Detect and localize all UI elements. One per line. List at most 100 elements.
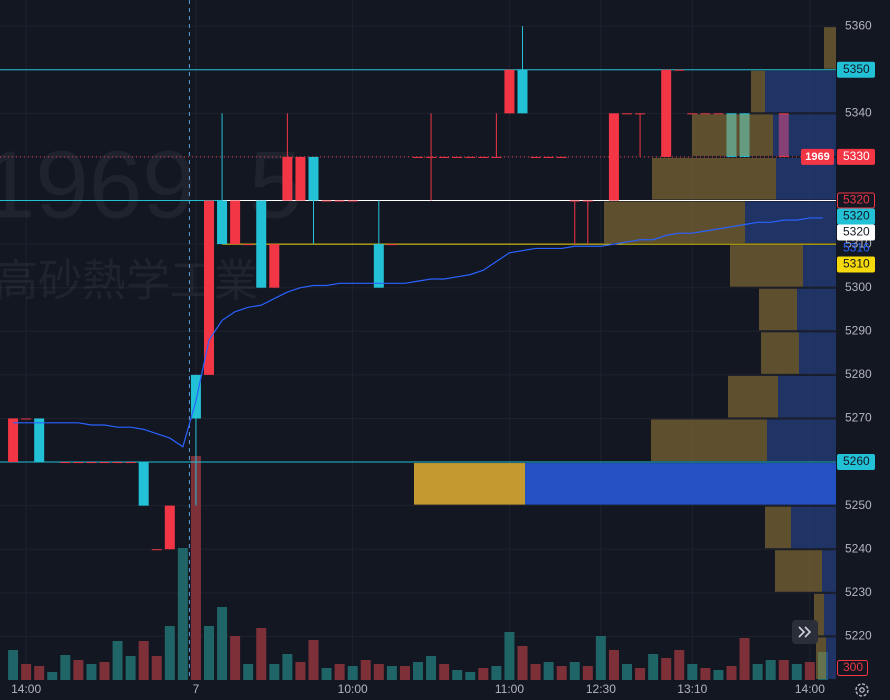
profile-down: [730, 245, 803, 287]
scroll-button[interactable]: [792, 620, 818, 644]
volume-bar: [282, 654, 293, 680]
candle-body: [713, 113, 724, 115]
candle-body: [21, 418, 32, 420]
price-lines-layer: [0, 69, 836, 463]
volume-bar: [243, 664, 254, 680]
volume-bar: [73, 660, 84, 680]
x-tick-label: 12:30: [586, 682, 616, 696]
volume-bar: [661, 658, 672, 680]
volume-bar: [765, 660, 776, 680]
profile-up: [765, 70, 836, 113]
volume-bar: [687, 664, 698, 680]
tags-layer: 5350 5330 1969 5320 5320 5320 5316 5310 5260 300: [801, 61, 875, 676]
candle-body: [373, 244, 384, 288]
price-tag-bg: [837, 192, 875, 209]
vwap-line: [13, 217, 823, 448]
volume-bar: [34, 666, 45, 680]
price-axis: [836, 0, 890, 700]
volume-bar: [86, 664, 97, 680]
y-tick-label: 5340: [845, 106, 872, 120]
profile-down: [751, 70, 765, 113]
candle-body: [452, 156, 463, 158]
profile-up: [525, 463, 836, 505]
volume-bar: [164, 626, 175, 680]
profile-down: [414, 463, 525, 505]
candle-body: [138, 462, 149, 506]
volume-bar: [60, 655, 71, 680]
profile-up: [791, 506, 836, 549]
candle-body: [112, 462, 123, 464]
volume-bar: [622, 664, 632, 680]
profile-down: [759, 288, 797, 331]
candle-body: [478, 156, 489, 158]
candle-body: [190, 374, 201, 419]
watermark-symbol: 1969, 5: [0, 131, 302, 238]
watermark-layer: 1969, 5 高砂熱学工業: [0, 131, 302, 305]
x-tick-label: 10:00: [338, 682, 368, 696]
y-tick-label: 5250: [845, 498, 872, 512]
price-tag-bg: [837, 256, 875, 273]
y-tick-label: 5290: [845, 323, 872, 337]
volume-bar: [217, 607, 228, 680]
volume-bar: [556, 666, 567, 680]
volume-bar: [204, 626, 214, 680]
profile-down: [816, 637, 826, 679]
volume-bar: [635, 668, 646, 680]
volume-bar: [452, 670, 463, 680]
volume-tag-bg: [837, 660, 868, 676]
profile-down: [765, 506, 791, 549]
y-tick-label: 5360: [845, 18, 872, 32]
candles-layer: [8, 26, 789, 551]
candle-body: [700, 113, 711, 115]
watermark-name: 高砂熱学工業: [0, 257, 258, 306]
volume-bar: [269, 664, 280, 680]
price-tag: 5316: [843, 241, 870, 255]
profile-down: [775, 550, 822, 592]
volume-layer: [8, 456, 828, 680]
volume-bar: [569, 662, 580, 680]
scroll-icon: [798, 626, 812, 638]
volume-bar: [230, 636, 241, 680]
candle-body: [164, 505, 175, 550]
y-tick-label: 5270: [845, 411, 872, 425]
count-tag-bg: [801, 148, 834, 165]
volume-bar: [608, 650, 619, 680]
profile-up: [799, 332, 836, 374]
volume-bar: [190, 456, 201, 680]
candle-body: [661, 69, 672, 157]
volume-bar: [360, 660, 371, 680]
volume-bar: [439, 664, 450, 680]
volume-bar: [295, 662, 306, 680]
volume-bar: [334, 664, 345, 680]
candle-body: [295, 156, 306, 201]
count-tag: 1969: [805, 151, 829, 163]
candle-body: [217, 200, 228, 245]
settings-button[interactable]: [855, 683, 869, 697]
candle-body: [256, 200, 267, 288]
profile-up: [767, 419, 836, 462]
volume-bar: [517, 646, 528, 680]
profile-down: [814, 593, 824, 636]
candle-body: [465, 156, 476, 158]
price-tag: 5350: [843, 62, 870, 76]
volume-bar: [373, 664, 384, 680]
profile-layer: [414, 27, 836, 679]
profile-down: [604, 201, 745, 244]
candle-body: [439, 156, 450, 158]
volume-bar: [700, 668, 711, 680]
candle-body: [491, 156, 502, 158]
volume-bar: [726, 666, 737, 680]
x-tick-label: 7: [193, 682, 200, 696]
volume-bar: [739, 638, 750, 680]
profile-up: [778, 375, 836, 418]
candle-body: [99, 462, 110, 464]
candle-body: [8, 418, 19, 463]
price-tag-bg: [837, 208, 875, 225]
candle-body: [73, 462, 84, 464]
gear-inner: [859, 687, 865, 693]
profile-down: [651, 419, 767, 462]
volume-bar: [347, 666, 358, 680]
candle-body: [334, 200, 345, 202]
